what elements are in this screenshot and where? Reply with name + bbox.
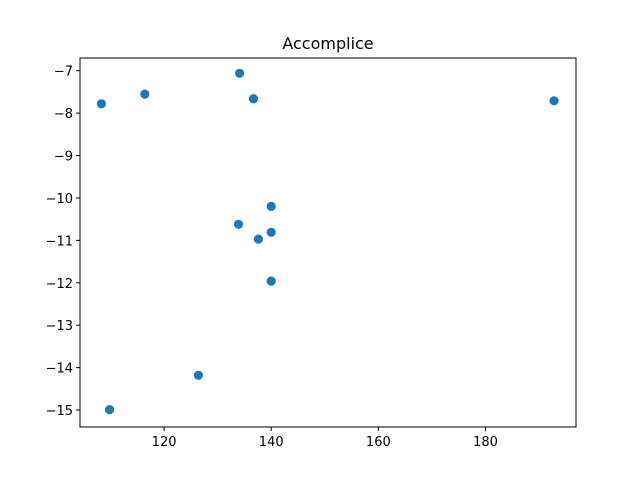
y-tick-label: −10 bbox=[46, 192, 73, 207]
y-tick-label: −11 bbox=[46, 234, 73, 249]
x-axis: 120 140 160 180 bbox=[152, 427, 498, 450]
data-point bbox=[104, 405, 115, 415]
data-points bbox=[96, 68, 559, 415]
y-tick-label: −9 bbox=[54, 150, 73, 165]
x-tick-label: 180 bbox=[473, 435, 498, 450]
data-point bbox=[248, 94, 259, 104]
y-tick-label: −13 bbox=[46, 319, 73, 334]
data-point bbox=[266, 201, 276, 211]
y-tick-label: −14 bbox=[46, 362, 73, 377]
y-tick-label: −7 bbox=[54, 65, 73, 80]
data-point bbox=[266, 276, 276, 286]
y-tick-label: −12 bbox=[46, 277, 73, 292]
x-tick-label: 140 bbox=[259, 435, 284, 450]
x-tick-label: 120 bbox=[152, 435, 177, 450]
data-point bbox=[549, 96, 559, 106]
data-point bbox=[233, 219, 244, 229]
data-point bbox=[266, 227, 276, 237]
chart-title: Accomplice bbox=[282, 34, 373, 53]
y-tick-label: −8 bbox=[54, 107, 73, 122]
data-point bbox=[253, 234, 263, 244]
data-point bbox=[140, 89, 150, 99]
x-tick-label: 160 bbox=[366, 435, 391, 450]
y-tick-label: −15 bbox=[46, 404, 73, 419]
plot-frame bbox=[79, 57, 577, 428]
data-point bbox=[235, 68, 245, 78]
data-point bbox=[193, 370, 203, 380]
data-point bbox=[96, 99, 106, 109]
y-axis: −7 −8 −9 −10 −11 −12 −13 −14 −15 bbox=[46, 65, 80, 419]
